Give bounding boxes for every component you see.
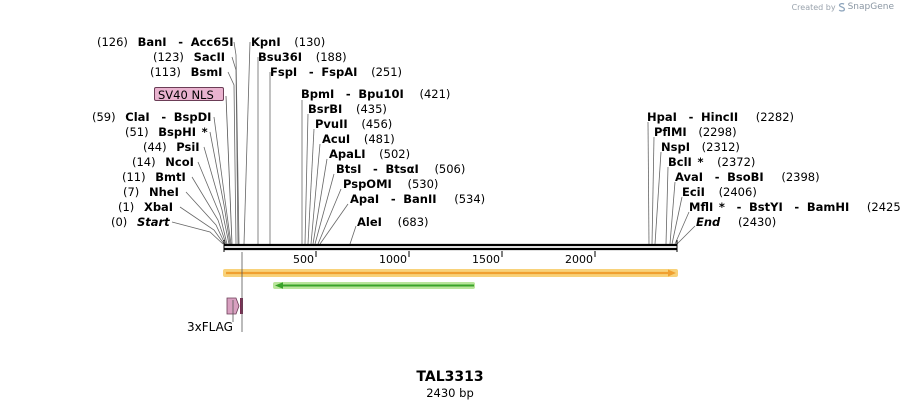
site-label-clai[interactable]: (59) ClaI - BspDI — [92, 110, 211, 124]
site-label-fspi[interactable]: FspI - FspAI (251) — [270, 65, 402, 79]
plasmid-length: 2430 bp — [426, 386, 474, 400]
connector-kpni — [243, 41, 251, 245]
sites-right: HpaI - HincII (2282) PflMI (2298) NspI (… — [647, 110, 900, 229]
connector-xbai — [179, 206, 225, 245]
site-label-pflmi[interactable]: PflMI (2298) — [654, 125, 737, 139]
ruler-tick-label: 500 — [293, 253, 314, 266]
site-label-end[interactable]: End (2430) — [696, 215, 776, 229]
ruler: 500 1000 1500 2000 — [293, 251, 596, 266]
connector-alei — [349, 225, 357, 245]
site-label-bmti[interactable]: (11) BmtI — [122, 170, 186, 184]
site-label-psii[interactable]: (44) PsiI — [143, 140, 200, 154]
connector-pflmi — [651, 136, 655, 245]
nls-label-leader — [225, 95, 233, 245]
site-label-bcli[interactable]: BclI * (2372) — [668, 155, 755, 169]
site-label-btsi[interactable]: BtsI - BtsαI (506) — [336, 162, 465, 176]
flag-label[interactable]: 3xFLAG — [187, 320, 233, 334]
site-label-bsphi[interactable]: (51) BspHI * — [125, 125, 208, 139]
connector-bani — [233, 41, 240, 245]
flag-feature[interactable] — [240, 298, 243, 314]
orf-forward-arrow[interactable] — [223, 269, 678, 277]
site-label-hpai[interactable]: HpaI - HincII (2282) — [647, 110, 794, 124]
site-label-alei[interactable]: AleI (683) — [357, 215, 429, 229]
site-label-apali[interactable]: ApaLI (502) — [329, 147, 410, 161]
site-label-bsrbi[interactable]: BsrBI (435) — [308, 102, 387, 116]
site-label-bsmi[interactable]: (113) BsmI — [150, 65, 222, 79]
site-label-sacii[interactable]: (123) SacII — [153, 50, 225, 64]
watermark-brand: SnapGene — [847, 2, 894, 12]
site-label-pvuii[interactable]: PvuII (456) — [315, 117, 392, 131]
connector-bsmi — [227, 71, 237, 245]
orf-reverse-head — [275, 282, 283, 289]
site-label-nspi[interactable]: NspI (2312) — [661, 140, 740, 154]
connector-pvuii — [307, 128, 315, 245]
connector-end — [676, 225, 696, 245]
connector-pspomi — [317, 188, 342, 245]
connector-mfli — [674, 211, 690, 245]
site-connectors — [171, 41, 696, 245]
site-label-mfli[interactable]: MflI * - BstYI - BamHI (2425) — [689, 200, 900, 214]
site-label-ecii[interactable]: EciI (2406) — [682, 185, 757, 199]
snapgene-logo-icon — [838, 2, 845, 12]
site-label-bpmi[interactable]: BpmI - Bpu10I (421) — [301, 87, 450, 101]
ruler-tick-label: 1500 — [472, 253, 500, 266]
sv40-nls-label[interactable]: SV40 NLS — [154, 87, 224, 102]
connector-btsi — [314, 173, 335, 245]
site-label-xbai[interactable]: (1) XbaI — [118, 200, 173, 214]
connector-psii — [203, 146, 230, 245]
connector-clai — [213, 116, 232, 245]
connector-nhei — [185, 191, 226, 245]
watermark-prefix: Created by — [791, 2, 836, 12]
sites-middle: KpnI (130) Bsu36I (188) FspI - FspAI (25… — [251, 35, 485, 229]
connector-bsrbi — [304, 113, 309, 245]
site-label-pspomi[interactable]: PspOMI (530) — [343, 177, 438, 191]
connector-ecii — [671, 196, 683, 245]
sites-left: (126) BanI - Acc65I (123) SacII (113) Bs… — [92, 35, 234, 229]
connector-hpai — [647, 121, 650, 245]
site-label-avai[interactable]: AvaI - BsoBI (2398) — [675, 170, 820, 184]
connector-bcli — [665, 166, 669, 245]
connector-apai — [319, 203, 349, 245]
site-label-bani[interactable]: (126) BanI - Acc65I — [97, 35, 234, 49]
orf-forward-head — [668, 269, 676, 277]
snapgene-watermark: Created by SnapGene — [792, 2, 894, 12]
site-label-start[interactable]: (0) Start — [111, 215, 170, 229]
connector-acui — [310, 143, 321, 245]
plasmid-name: TAL3313 — [416, 369, 484, 385]
site-label-apai[interactable]: ApaI - BanII (534) — [350, 192, 485, 206]
connector-ncoi — [197, 161, 228, 245]
site-label-nhei[interactable]: (7) NheI — [123, 185, 179, 199]
site-label-bsu36i[interactable]: Bsu36I (188) — [258, 50, 347, 64]
site-label-ncoi[interactable]: (14) NcoI — [132, 155, 194, 169]
connector-apali — [312, 158, 328, 245]
ruler-tick-label: 1000 — [379, 253, 407, 266]
connector-start — [171, 221, 224, 245]
connector-sacii — [231, 56, 239, 245]
site-label-kpni[interactable]: KpnI (130) — [251, 35, 325, 49]
orf-reverse-arrow[interactable] — [273, 282, 475, 289]
connector-avai — [669, 181, 676, 245]
site-label-acui[interactable]: AcuI (481) — [322, 132, 395, 146]
ruler-tick-label: 2000 — [565, 253, 593, 266]
connector-nspi — [654, 151, 662, 245]
connector-bsphi — [209, 131, 231, 245]
connector-bmti — [191, 176, 227, 245]
